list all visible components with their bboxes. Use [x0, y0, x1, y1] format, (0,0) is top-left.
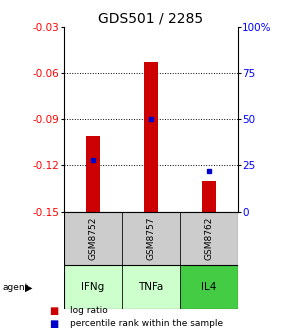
FancyBboxPatch shape: [64, 265, 122, 309]
Text: agent: agent: [3, 283, 29, 292]
Text: percentile rank within the sample: percentile rank within the sample: [70, 319, 223, 328]
Text: ▶: ▶: [25, 282, 32, 292]
FancyBboxPatch shape: [180, 265, 238, 309]
Title: GDS501 / 2285: GDS501 / 2285: [98, 12, 203, 26]
Text: log ratio: log ratio: [70, 306, 107, 315]
Text: GSM8752: GSM8752: [88, 217, 97, 260]
Bar: [144, 62, 158, 212]
Text: IL4: IL4: [201, 282, 217, 292]
Text: TNFa: TNFa: [138, 282, 164, 292]
Text: GSM8762: GSM8762: [204, 217, 213, 260]
FancyBboxPatch shape: [122, 265, 180, 309]
Text: GSM8757: GSM8757: [146, 217, 155, 260]
FancyBboxPatch shape: [64, 212, 122, 265]
FancyBboxPatch shape: [122, 212, 180, 265]
Text: IFNg: IFNg: [81, 282, 104, 292]
Bar: [202, 181, 216, 212]
Text: ■: ■: [49, 319, 59, 329]
FancyBboxPatch shape: [180, 212, 238, 265]
Text: ■: ■: [49, 306, 59, 316]
Bar: [86, 136, 100, 212]
